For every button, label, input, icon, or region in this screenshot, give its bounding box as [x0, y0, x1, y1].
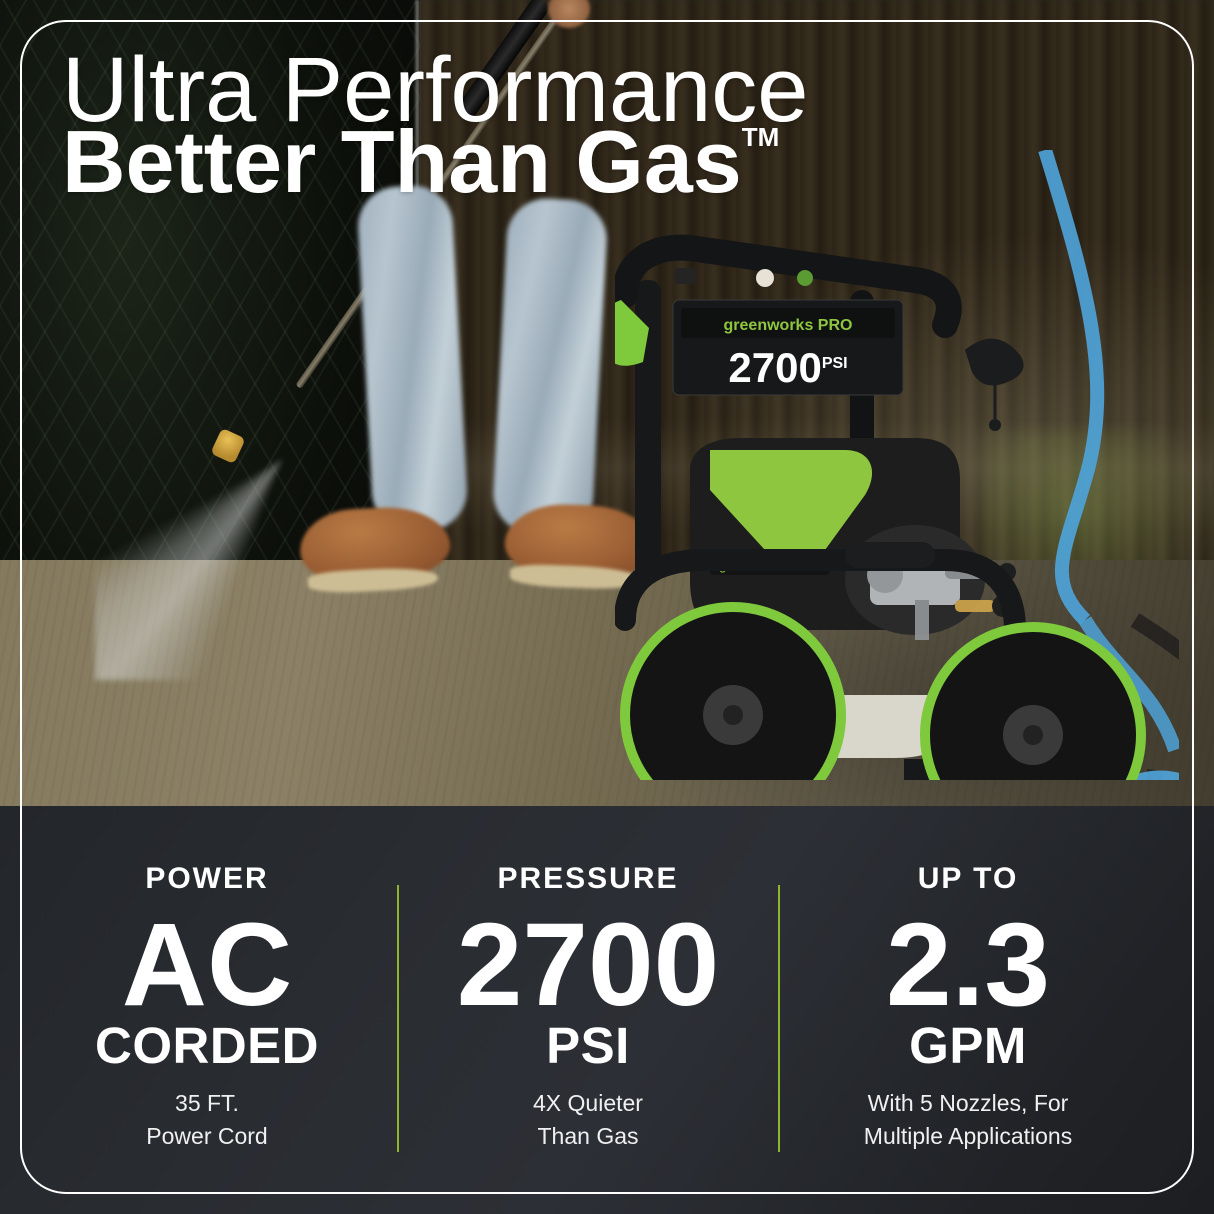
svg-text:greenworks PRO: greenworks PRO	[724, 317, 853, 334]
